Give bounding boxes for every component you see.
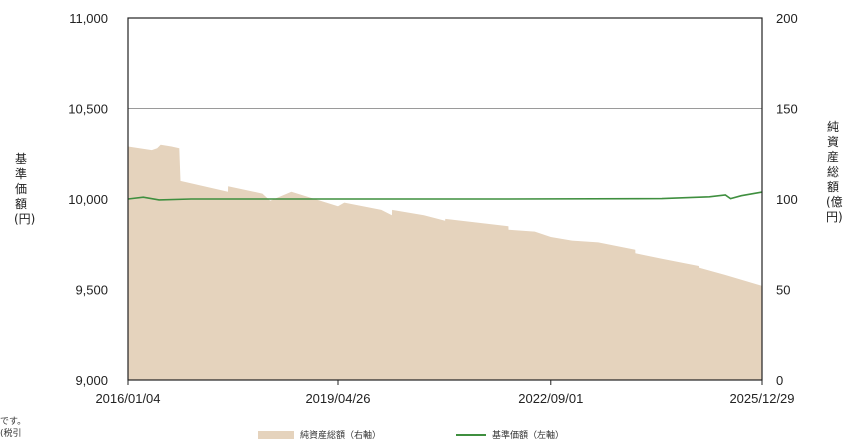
- x-tick-label: 2016/01/04: [95, 391, 160, 406]
- left-axis-label: 基準価額 (円): [14, 152, 36, 227]
- legend-label-net-assets: 純資産総額（右軸）: [300, 431, 382, 441]
- left-axis-label-char: 額: [14, 197, 27, 211]
- net-assets-area-series: [128, 144, 762, 380]
- left-axis-label-char: 準: [14, 167, 27, 181]
- x-tick-label: 2022/09/01: [518, 391, 583, 406]
- left-axis-label-char: 価: [14, 182, 27, 196]
- left-tick-label: 9,500: [75, 283, 108, 298]
- right-axis-label-char: 産: [826, 150, 839, 164]
- net-assets-area: [128, 144, 762, 380]
- right-axis-label-char: (億: [826, 195, 843, 209]
- nav-line-series: [127, 191, 763, 201]
- right-axis-label-char: 額: [826, 180, 839, 194]
- right-axis-label-char: 総: [826, 165, 839, 179]
- right-axis-ticks: 0 50 100 150 200: [776, 11, 798, 388]
- footnote-fragment-2: (税引: [0, 429, 22, 439]
- plot-frame: [127, 17, 763, 381]
- right-axis-label-char: 円): [826, 210, 843, 224]
- right-tick-label: 200: [776, 11, 798, 26]
- legend-item-net-assets: 純資産総額（右軸）: [258, 428, 381, 441]
- right-tick-label: 100: [776, 192, 798, 207]
- right-axis-label-char: 資: [826, 135, 839, 149]
- legend-swatch-line: [456, 433, 486, 436]
- left-tick-label: 11,000: [69, 11, 108, 26]
- x-tick-label: 2025/12/29: [729, 391, 794, 406]
- left-tick-label: 10,500: [68, 102, 108, 117]
- legend-label-nav: 基準価額（左軸）: [492, 431, 565, 441]
- footnote-fragment-1: です。: [0, 417, 27, 427]
- x-axis-ticks: 2016/01/04 2019/04/26 2022/09/01 2025/12/29: [95, 380, 795, 406]
- right-tick-label: 0: [776, 373, 783, 388]
- nav-line: [127, 191, 763, 201]
- left-tick-label: 9,000: [75, 373, 108, 388]
- left-axis-ticks: 9,000 9,500 10,000 10,500 11,000: [68, 11, 108, 388]
- left-axis-label-char: (円): [14, 212, 36, 226]
- right-tick-label: 150: [776, 102, 798, 117]
- left-tick-label: 10,000: [68, 192, 108, 207]
- right-tick-label: 50: [776, 283, 790, 298]
- right-axis-label: 純資産総額 (億 円): [826, 120, 843, 225]
- legend-swatch-area: [258, 430, 294, 439]
- legend-item-nav: 基準価額（左軸）: [456, 428, 564, 441]
- left-axis-label-char: 基: [14, 152, 27, 166]
- x-tick-label: 2019/04/26: [305, 391, 370, 406]
- right-axis-label-char: 純: [826, 120, 839, 134]
